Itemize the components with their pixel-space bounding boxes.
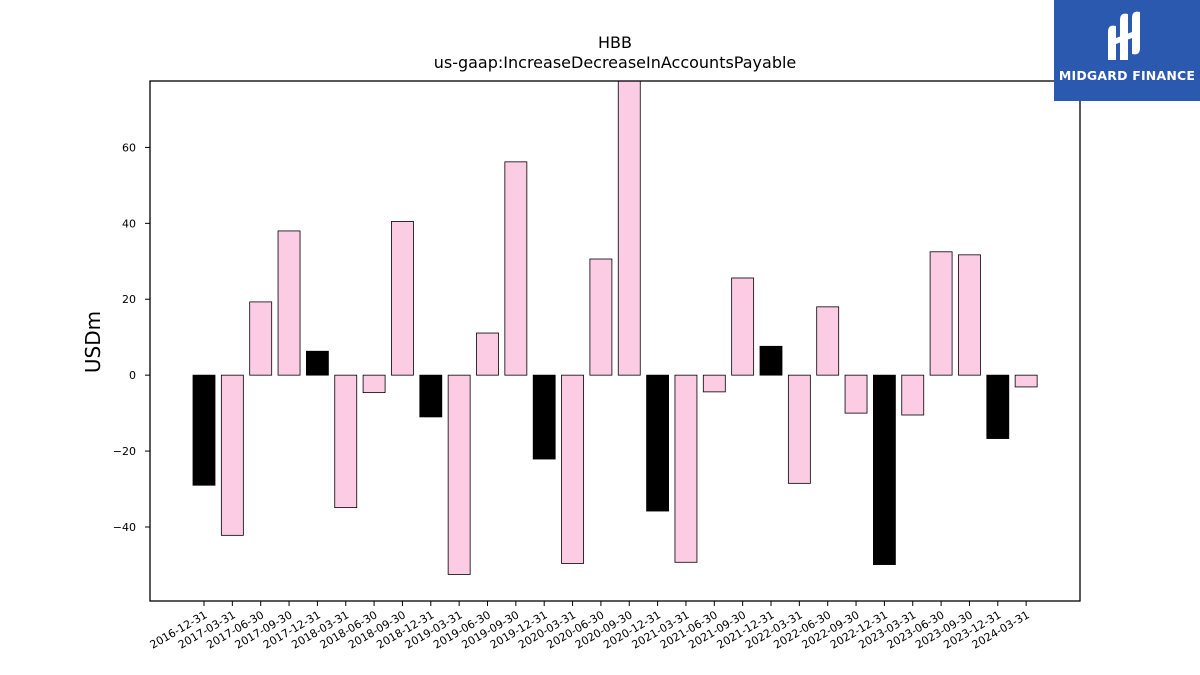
bars-group (192, 80, 1038, 575)
bar-2024-03-31 (1014, 374, 1038, 388)
bar-2018-09-30 (391, 221, 414, 376)
bar-2023-06-30 (929, 251, 953, 376)
midgard-finance-logo: MIDGARD FINANCE (1054, 0, 1200, 101)
bar-2022-06-30 (816, 306, 840, 376)
bar-2022-03-31 (787, 374, 811, 484)
bar-2020-06-30 (589, 258, 613, 376)
bar-2020-09-30 (617, 80, 641, 376)
bar-2019-09-30 (504, 161, 528, 376)
y-tick-label: 40 (122, 217, 136, 230)
y-tick-label: 60 (122, 141, 136, 154)
bar-2023-09-30 (958, 254, 981, 376)
bar-2020-12-31 (646, 374, 669, 512)
logo-text: MIDGARD FINANCE (1058, 68, 1196, 83)
y-ticks: −40 −20 0 20 40 60 (113, 141, 150, 534)
bar-2018-03-31 (334, 374, 358, 509)
bar-2021-03-31 (674, 374, 698, 563)
plot-frame (149, 80, 1081, 602)
bar-2018-12-31 (419, 374, 443, 418)
bar-2022-09-30 (844, 374, 868, 414)
bar-2018-06-30 (362, 374, 386, 394)
bar-2019-12-31 (532, 374, 556, 460)
bar-2017-09-30 (277, 230, 301, 376)
x-ticks: 2016-12-312017-03-312017-06-302017-09-30… (148, 601, 1032, 652)
chart-subtitle: us-gaap:IncreaseDecreaseInAccountsPayabl… (434, 53, 797, 72)
bar-2019-06-30 (476, 332, 499, 376)
midgard-logo-icon (1108, 11, 1140, 61)
y-tick-label: −40 (113, 521, 136, 534)
bar-2017-03-31 (220, 374, 244, 536)
bar-2019-03-31 (447, 374, 471, 575)
bar-2023-12-31 (986, 374, 1010, 439)
y-tick-label: 20 (122, 293, 136, 306)
bar-2022-12-31 (873, 374, 896, 565)
bar-2020-03-31 (561, 374, 584, 564)
y-tick-label: 0 (129, 369, 136, 382)
bar-2017-12-31 (305, 350, 329, 376)
bar-2021-09-30 (731, 277, 755, 376)
y-axis-label: USDm (81, 311, 105, 373)
bar-2016-12-31 (192, 374, 216, 486)
bar-2023-03-31 (901, 374, 925, 416)
bar-2021-12-31 (759, 345, 783, 376)
bar-2017-06-30 (249, 301, 273, 376)
chart-title: HBB (598, 33, 632, 52)
bar-2021-06-30 (702, 374, 726, 393)
y-tick-label: −20 (113, 445, 136, 458)
